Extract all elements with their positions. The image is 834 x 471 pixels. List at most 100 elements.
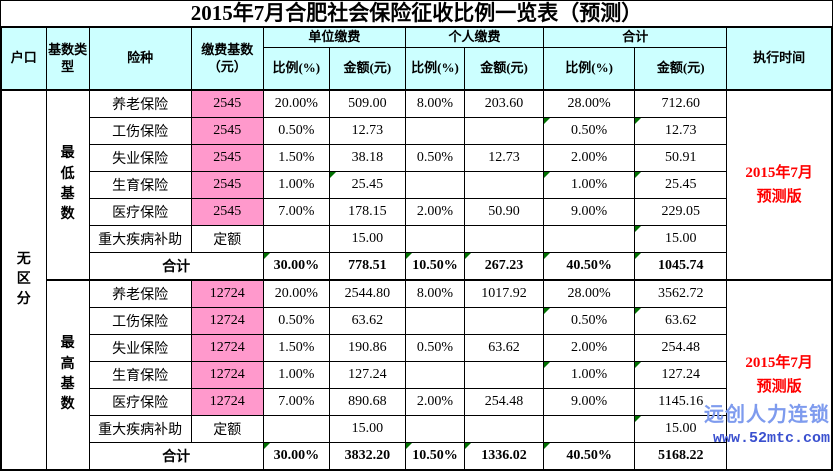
insurance-cell: 失业保险 — [88, 144, 192, 172]
header-total-group: 合计 — [543, 26, 728, 48]
total-ratio-cell: 1.00% — [543, 171, 636, 199]
total-ratio-cell: 2.00% — [543, 144, 636, 172]
exec-time-cell: 2015年7月 预测版 — [726, 279, 833, 471]
header-unit-group: 单位缴费 — [262, 26, 406, 48]
base-cell: 2545 — [190, 89, 264, 118]
base-type-cell: 最高基数 — [45, 279, 90, 471]
base-cell: 12724 — [190, 334, 264, 362]
personal-amount-cell — [463, 415, 545, 443]
header-unit-amount: 金额(元) — [328, 46, 406, 91]
insurance-cell: 失业保险 — [88, 334, 192, 362]
hukou-value: 无区分 — [16, 251, 31, 308]
base-cell: 2545 — [190, 198, 264, 226]
unit-ratio-cell: 0.50% — [262, 117, 330, 145]
total-amount-cell: 254.48 — [634, 334, 728, 362]
unit-ratio-cell: 0.50% — [262, 307, 330, 335]
insurance-cell: 养老保险 — [88, 279, 192, 308]
personal-ratio-cell: 2.00% — [404, 388, 466, 416]
base-cell: 2545 — [190, 144, 264, 172]
personal-amount-cell — [463, 225, 545, 253]
base-cell: 12724 — [190, 388, 264, 416]
total-ratio-cell: 0.50% — [543, 117, 636, 145]
personal-amount-cell: 12.73 — [463, 144, 545, 172]
insurance-cell: 重大疾病补助 — [88, 225, 192, 253]
unit-amount-cell: 15.00 — [328, 415, 406, 443]
personal-ratio-cell: 2.00% — [404, 198, 466, 226]
insurance-cell: 医疗保险 — [88, 198, 192, 226]
unit-amount-cell: 190.86 — [328, 334, 406, 362]
table-row: 重大疾病补助 定额 15.00 15.00 — [1, 415, 832, 443]
personal-ratio-cell: 10.50% — [404, 252, 466, 281]
personal-ratio-cell — [404, 171, 466, 199]
exec-time-line1: 2015年7月 — [745, 355, 813, 371]
personal-ratio-cell: 0.50% — [404, 144, 466, 172]
personal-amount-cell: 203.60 — [463, 89, 545, 118]
subtotal-label: 合计 — [88, 252, 264, 281]
unit-ratio-cell — [262, 415, 330, 443]
personal-amount-cell: 267.23 — [463, 252, 545, 281]
insurance-cell: 重大疾病补助 — [88, 415, 192, 443]
unit-ratio-cell: 7.00% — [262, 388, 330, 416]
unit-amount-cell: 178.15 — [328, 198, 406, 226]
watermark-url: www.52mtc.com — [712, 430, 830, 447]
hukou-cell: 无区分 — [0, 89, 47, 471]
personal-amount-cell: 1017.92 — [463, 279, 545, 308]
insurance-cell: 工伤保险 — [88, 307, 192, 335]
unit-ratio-cell — [262, 225, 330, 253]
personal-ratio-cell: 8.00% — [404, 279, 466, 308]
header-base: 缴费基数（元） — [190, 26, 264, 91]
unit-amount-cell: 12.73 — [328, 117, 406, 145]
total-ratio-cell: 2.00% — [543, 334, 636, 362]
total-amount-cell: 50.91 — [634, 144, 728, 172]
subtotal-row: 合计 30.00% 778.51 10.50% 267.23 40.50% 10… — [1, 252, 832, 281]
unit-amount-cell: 778.51 — [328, 252, 406, 281]
unit-ratio-cell: 30.00% — [262, 252, 330, 281]
header-base-type: 基数类型 — [45, 26, 90, 91]
total-ratio-cell — [543, 225, 636, 253]
header-hukou: 户口 — [0, 26, 47, 91]
insurance-cell: 养老保险 — [88, 89, 192, 118]
table-row: 工伤保险 2545 0.50% 12.73 0.50% 12.73 — [1, 117, 832, 145]
base-type-cell: 最低基数 — [45, 89, 90, 281]
insurance-cell: 工伤保险 — [88, 117, 192, 145]
total-ratio-cell — [543, 415, 636, 443]
base-cell: 12724 — [190, 279, 264, 308]
total-amount-cell: 3562.72 — [634, 279, 728, 308]
insurance-cell: 生育保险 — [88, 361, 192, 389]
total-ratio-cell: 9.00% — [543, 198, 636, 226]
insurance-table: 户口 基数类型 险种 缴费基数（元） 单位缴费 个人缴费 合计 执行时间 比例(… — [0, 26, 833, 471]
unit-amount-cell: 38.18 — [328, 144, 406, 172]
header-personal-ratio: 比例(%) — [404, 46, 466, 91]
base-cell: 12724 — [190, 307, 264, 335]
unit-amount-cell: 15.00 — [328, 225, 406, 253]
personal-amount-cell — [463, 171, 545, 199]
watermark-brand: 远创人力连锁 — [704, 404, 830, 426]
personal-ratio-cell — [404, 415, 466, 443]
personal-amount-cell — [463, 361, 545, 389]
subtotal-label: 合计 — [88, 442, 264, 471]
unit-amount-cell: 890.68 — [328, 388, 406, 416]
header-insurance: 险种 — [88, 26, 192, 91]
personal-amount-cell — [463, 307, 545, 335]
unit-ratio-cell: 20.00% — [262, 89, 330, 118]
personal-amount-cell: 63.62 — [463, 334, 545, 362]
table-row: 失业保险 2545 1.50% 38.18 0.50% 12.73 2.00% … — [1, 144, 832, 172]
base-cell: 定额 — [190, 415, 264, 443]
base-cell: 2545 — [190, 117, 264, 145]
total-amount-cell: 127.24 — [634, 361, 728, 389]
unit-amount-cell: 3832.20 — [328, 442, 406, 471]
personal-amount-cell: 50.90 — [463, 198, 545, 226]
total-ratio-cell: 9.00% — [543, 388, 636, 416]
unit-ratio-cell: 1.50% — [262, 144, 330, 172]
table-row: 生育保险 2545 1.00% 25.45 1.00% 25.45 — [1, 171, 832, 199]
table-row: 医疗保险 2545 7.00% 178.15 2.00% 50.90 9.00%… — [1, 198, 832, 226]
total-ratio-cell: 0.50% — [543, 307, 636, 335]
header-total-amount: 金额(元) — [634, 46, 728, 91]
unit-ratio-cell: 7.00% — [262, 198, 330, 226]
exec-time-line1: 2015年7月 — [745, 165, 813, 181]
total-ratio-cell: 1.00% — [543, 361, 636, 389]
unit-ratio-cell: 30.00% — [262, 442, 330, 471]
unit-ratio-cell: 20.00% — [262, 279, 330, 308]
total-amount-cell: 712.60 — [634, 89, 728, 118]
table-row: 重大疾病补助 定额 15.00 15.00 — [1, 225, 832, 253]
